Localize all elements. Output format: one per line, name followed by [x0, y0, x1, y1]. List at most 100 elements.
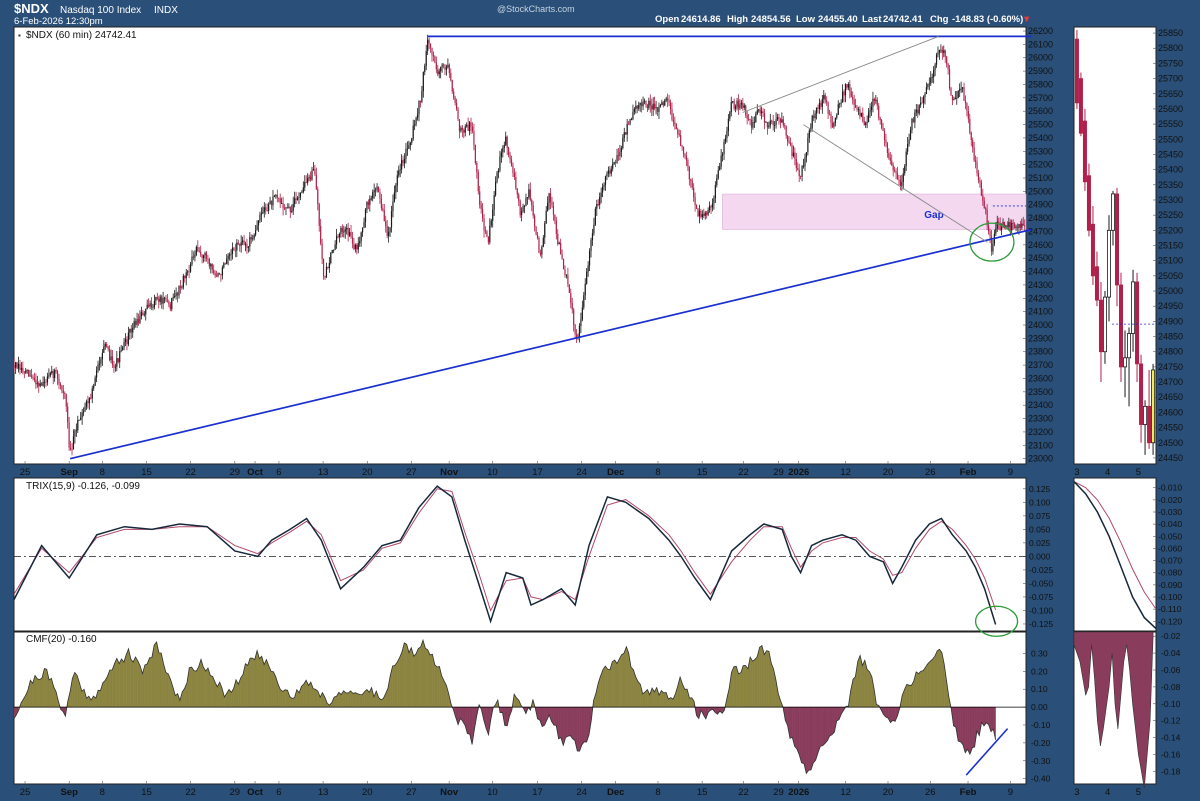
price-candle-body: [447, 64, 449, 68]
detail-cmf-x-label: 5: [1136, 787, 1141, 798]
price-candle-body: [46, 376, 49, 383]
detail-price-y-axis-label: 25550: [1158, 119, 1183, 129]
cmf-line: [13, 638, 996, 775]
cmf-area-segment: [158, 652, 162, 708]
price-candle-body: [522, 206, 524, 212]
price-candle-body: [64, 393, 66, 395]
price-candle-body: [826, 100, 828, 103]
detail-price-y-axis-label: 24850: [1158, 332, 1183, 342]
cmf-area-segment: [663, 692, 667, 708]
price-candle-body: [617, 155, 620, 157]
cmf-area-segment: [334, 696, 337, 708]
price-candle-body: [548, 193, 550, 203]
trix-y-axis-label: 0.125: [1029, 484, 1051, 494]
price-x-axis-label: 2026: [788, 467, 809, 478]
price-candle-body: [224, 263, 226, 265]
cmf-area-segment: [953, 706, 957, 728]
price-candle-body: [497, 170, 500, 173]
price-candle-body: [1003, 221, 1006, 229]
cmf-area-segment: [689, 697, 692, 708]
price-candle-body: [346, 227, 348, 230]
price-candle-body: [307, 178, 309, 183]
price-candle-body: [353, 243, 355, 250]
price-candle-body: [642, 101, 644, 107]
cmf-x-axis: 25 Sep 8 15 22 29 Oct 6 13 20 27 Nov 10 17 24 Dec 8 15 22 2…: [20, 781, 1013, 798]
price-candle-body: [661, 102, 663, 105]
cmf-area-segment: [259, 655, 262, 708]
price-candle-body: [107, 346, 109, 350]
cmf-y-axis-label: 0.10: [1031, 684, 1048, 694]
price-candle-body: [120, 350, 122, 352]
price-candle-body: [146, 304, 148, 310]
price-candle-body: [402, 159, 404, 164]
detail-trix-y-axis: -0.010 -0.020 -0.030 -0.040 -0.050 -0.060 -0.0…: [1153, 483, 1182, 626]
channel-upper: [742, 35, 939, 113]
price-candle-body: [925, 87, 928, 95]
cmf-area-segment: [822, 706, 826, 746]
price-candle-body: [630, 119, 633, 120]
last-value: 24742.41: [883, 14, 923, 25]
price-x-axis-label: Nov: [440, 467, 459, 478]
price-candle-body: [282, 203, 284, 209]
cmf-area-segment: [565, 706, 569, 738]
cmf-area-segment: [684, 689, 688, 708]
price-candle-body: [668, 100, 670, 103]
cmf-area-segment: [771, 663, 774, 708]
price-candle-body: [296, 197, 299, 200]
symbol-description: Nasdaq 100 Index: [60, 5, 141, 16]
price-candle-body: [309, 176, 312, 180]
price-candle-body: [708, 206, 711, 211]
detail-candle: [1074, 38, 1079, 104]
cmf-x-axis-label: 17: [532, 787, 543, 798]
detail-price-y-axis-label: 25700: [1158, 74, 1183, 84]
price-candle-body: [1016, 226, 1019, 228]
price-candle-body: [813, 115, 815, 119]
price-candle-body: [769, 120, 771, 126]
price-candle-body: [591, 233, 594, 241]
price-candle-body: [479, 191, 481, 205]
cmf-area-segment: [303, 679, 307, 708]
price-candle-body: [418, 100, 420, 115]
price-candle-body: [607, 170, 609, 174]
cmf-area-segment: [537, 706, 541, 721]
price-candle-body: [804, 157, 806, 167]
price-candle-body: [745, 105, 747, 115]
price-candle-body: [876, 99, 878, 106]
cmf-area-segment: [193, 670, 197, 708]
price-candle-body: [110, 356, 112, 361]
cmf-area-segment: [616, 658, 620, 708]
cmf-area-segment: [48, 678, 52, 708]
detail-x-label: 3: [1074, 467, 1079, 478]
detail-trix-y-axis-label: -0.030: [1158, 507, 1182, 517]
price-x-axis-label: 6: [276, 467, 281, 478]
price-candle-body: [388, 231, 390, 236]
detail-price-y-axis-label: 24800: [1158, 347, 1183, 357]
detail-price-y-axis-label: 25650: [1158, 89, 1183, 99]
price-candle-body: [581, 307, 583, 320]
trix-y-axis-label: -0.025: [1029, 565, 1053, 575]
price-candle-body: [461, 127, 463, 130]
price-candle-body: [746, 114, 748, 119]
detail-candle: [1119, 284, 1124, 368]
price-candle-body: [470, 122, 472, 127]
cmf-area-segment: [397, 657, 400, 708]
price-candle-body: [58, 378, 60, 385]
cmf-area-segment: [313, 688, 316, 708]
price-candle-body: [132, 327, 134, 333]
price-candle-body: [68, 422, 70, 448]
cmf-area-segment: [906, 684, 910, 708]
cmf-area-segment: [394, 661, 398, 708]
ohlc-readout: Open 24614.86 High 24854.56 Low 24455.40…: [655, 14, 1031, 25]
cmf-area-segment: [105, 675, 108, 708]
price-candle-body: [963, 87, 965, 101]
cmf-area-segment: [824, 706, 828, 744]
price-candle-body: [588, 251, 591, 266]
price-candle-body: [570, 292, 572, 304]
price-candle-body: [856, 107, 858, 110]
price-candle-body: [950, 88, 952, 96]
price-x-axis-label: 20: [883, 467, 894, 478]
cmf-area-segment: [308, 681, 311, 708]
price-candle-body: [918, 105, 920, 114]
price-candle-body: [743, 105, 745, 108]
